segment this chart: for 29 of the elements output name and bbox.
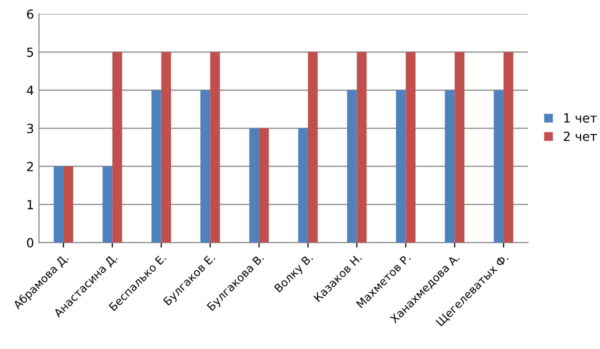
bar <box>112 52 122 243</box>
bar <box>151 90 162 243</box>
y-tick-label: 1 <box>28 200 33 210</box>
bar <box>298 128 308 243</box>
legend-label: 2 чет <box>564 132 597 142</box>
bar <box>504 52 514 243</box>
bar <box>406 52 416 243</box>
bar <box>54 166 64 243</box>
y-tick-label: 2 <box>27 162 33 172</box>
bar <box>494 90 504 243</box>
y-tick-label: 6 <box>27 9 34 19</box>
bar <box>454 52 464 243</box>
y-tick-label: 5 <box>27 48 34 57</box>
bar <box>102 166 112 243</box>
bar <box>396 90 406 243</box>
bar <box>259 128 269 243</box>
legend-label: 1 чет <box>564 113 597 123</box>
bar <box>161 52 172 243</box>
bar <box>210 52 220 243</box>
bar <box>249 128 260 243</box>
bar <box>63 166 74 243</box>
bar <box>356 52 367 243</box>
bar <box>444 90 455 243</box>
y-tick-label: 0 <box>27 238 34 248</box>
y-tick-label: 4 <box>26 86 34 95</box>
bar <box>347 90 357 243</box>
bar <box>200 90 210 243</box>
bar <box>308 52 318 243</box>
y-tick-label: 3 <box>27 124 34 134</box>
